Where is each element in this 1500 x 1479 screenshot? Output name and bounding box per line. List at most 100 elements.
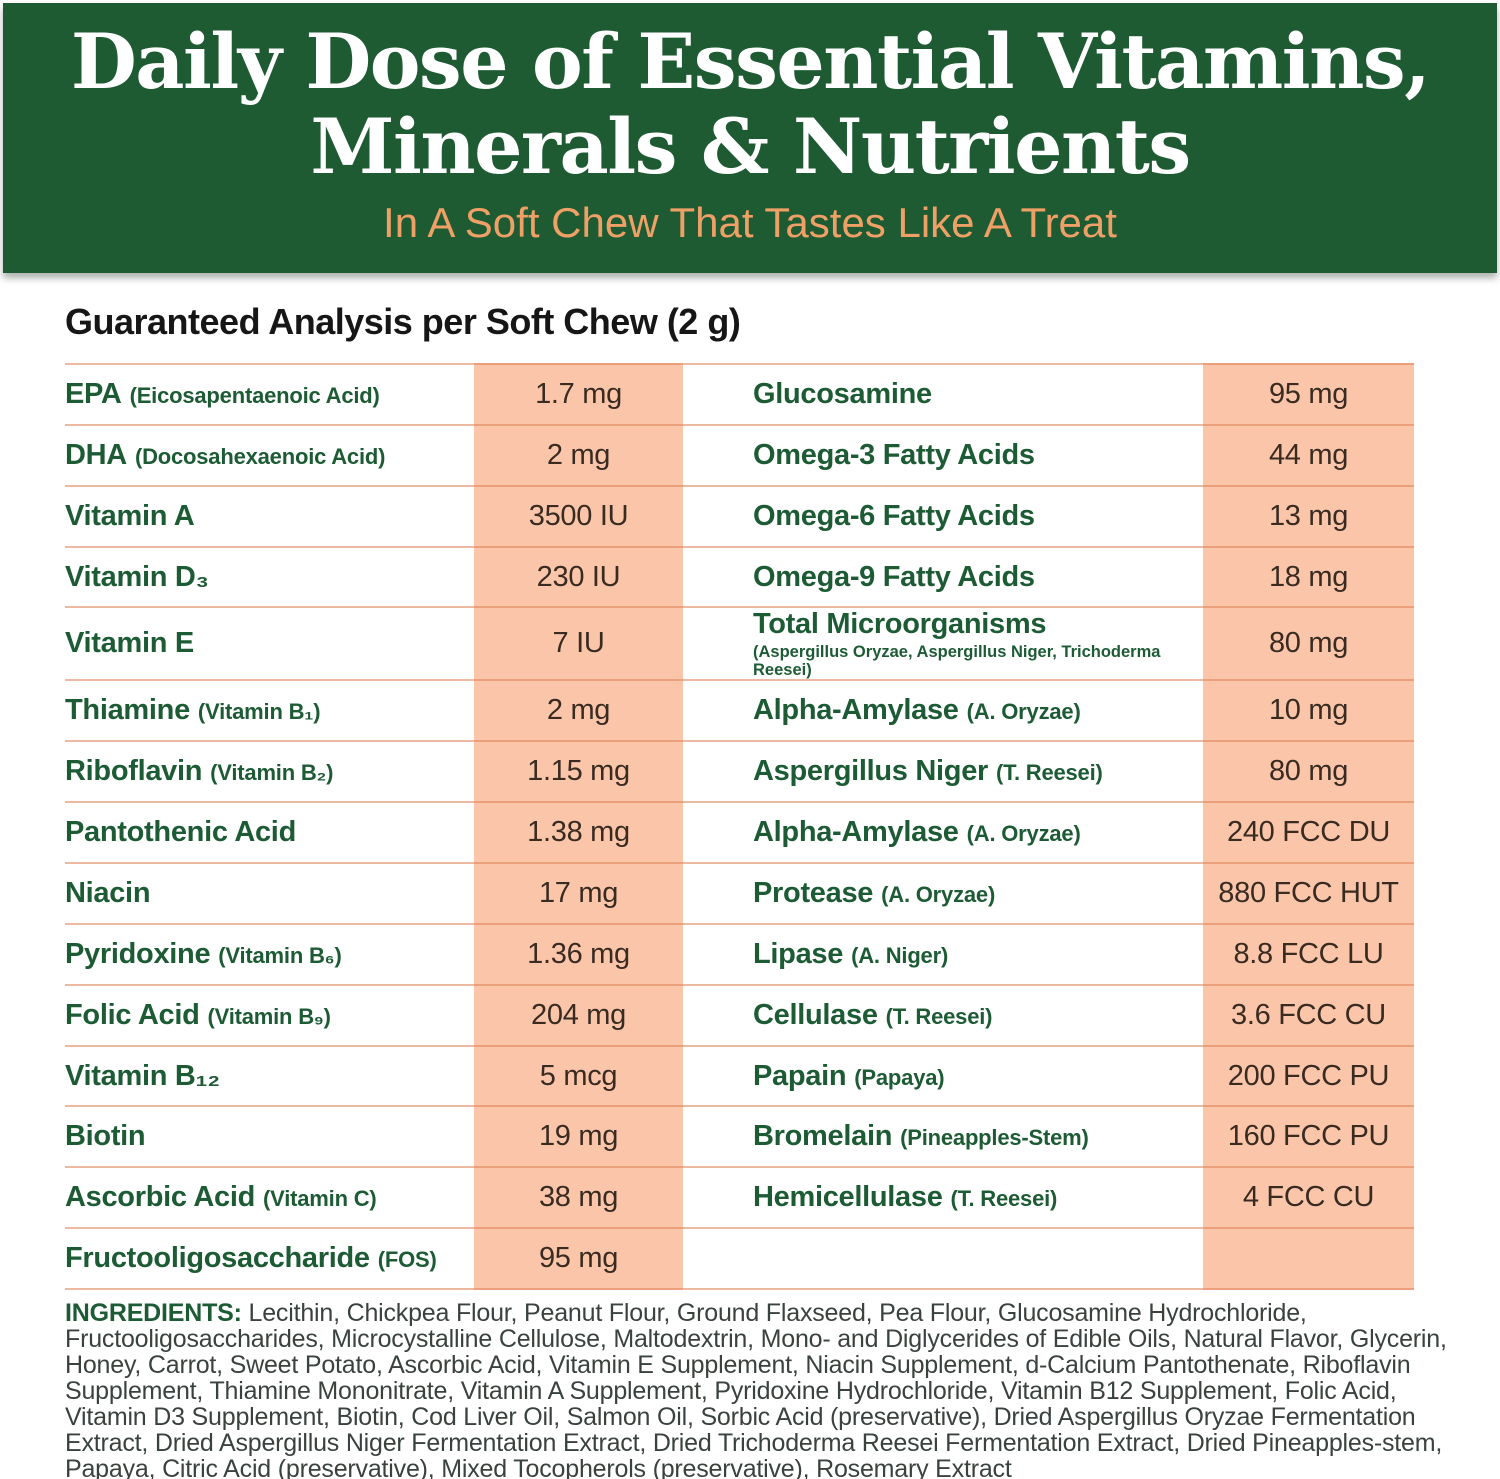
- nutrient-label: Niacin: [65, 877, 474, 910]
- nutrient-value: 44 mg: [1268, 438, 1349, 471]
- nutrient-name: Hemicellulase: [753, 1181, 943, 1214]
- nutrient-name: Papain: [753, 1059, 847, 1092]
- table-row: Vitamin E 7 IU Total Microorganisms (Aspe…: [65, 606, 1414, 679]
- nutrient-label: Vitamin D₃: [65, 561, 474, 594]
- nutrient-name: Pyridoxine: [65, 937, 211, 970]
- nutrient-value: 2 mg: [546, 694, 611, 727]
- nutrient-label: Omega-6 Fatty Acids: [737, 500, 1203, 533]
- nutrient-label: Hemicellulase (T. Reesei): [737, 1181, 1203, 1214]
- nutrient-name: Total Microorganisms: [753, 608, 1047, 641]
- page-subtitle: In A Soft Chew That Tastes Like A Treat: [383, 199, 1117, 246]
- nutrient-name: Glucosamine: [753, 377, 932, 410]
- nutrient-name: Folic Acid: [65, 998, 200, 1031]
- nutrient-note: (Pineapples-Stem): [900, 1125, 1089, 1151]
- nutrient-note: (A. Oryzae): [966, 699, 1081, 725]
- nutrient-label: Folic Acid (Vitamin B₉): [65, 999, 474, 1032]
- nutrient-name: Thiamine: [65, 694, 190, 727]
- column-gap: [683, 925, 737, 984]
- nutrient-label: Alpha-Amylase (A. Oryzae): [737, 816, 1203, 849]
- nutrient-value: 880 FCC HUT: [1218, 876, 1399, 909]
- nutrient-name: Omega-3 Fatty Acids: [753, 438, 1035, 471]
- nutrient-value: 1.36 mg: [527, 937, 630, 970]
- nutrient-name: Bromelain: [753, 1120, 893, 1153]
- nutrient-value: 38 mg: [538, 1181, 619, 1214]
- column-gap: [683, 742, 737, 801]
- nutrient-label: Pyridoxine (Vitamin B₆): [65, 938, 474, 971]
- nutrient-label: Protease (A. Oryzae): [737, 877, 1203, 910]
- column-gap: [683, 1229, 737, 1288]
- nutrient-name: Riboflavin: [65, 755, 203, 788]
- nutrient-value: 1.7 mg: [535, 377, 622, 410]
- ingredients-label: INGREDIENTS:: [65, 1299, 242, 1327]
- nutrient-note: (T. Reesei): [885, 1003, 993, 1029]
- column-gap: [683, 681, 737, 740]
- nutrient-label: Vitamin A: [65, 500, 474, 533]
- nutrient-value: 80 mg: [1268, 627, 1349, 660]
- nutrient-label: Vitamin B₁₂: [65, 1060, 474, 1093]
- nutrient-value: 160 FCC PU: [1227, 1120, 1390, 1153]
- nutrient-label: Bromelain (Pineapples-Stem): [737, 1120, 1203, 1153]
- nutrient-name: Protease: [753, 876, 874, 909]
- column-gap: [683, 487, 737, 546]
- nutrient-name: Lipase: [753, 937, 844, 970]
- table-rows: EPA (Eicosapentaenoic Acid) 1.7 mg Glucos…: [65, 363, 1414, 1290]
- nutrient-value: 5 mcg: [539, 1059, 618, 1092]
- nutrient-name: EPA: [65, 377, 122, 410]
- nutrient-value: 1.15 mg: [527, 755, 630, 788]
- table-row: Vitamin A 3500 IU Omega-6 Fatty Acids 13…: [65, 484, 1414, 546]
- nutrient-name: Niacin: [65, 876, 151, 909]
- nutrient-value: 204 mg: [531, 998, 626, 1031]
- column-gap: [683, 548, 737, 607]
- nutrient-label: Omega-9 Fatty Acids: [737, 561, 1203, 594]
- table-row: Pantothenic Acid 1.38 mg Alpha-Amylase (A…: [65, 801, 1414, 862]
- nutrient-label: Pantothenic Acid: [65, 816, 474, 849]
- nutrient-note: (Aspergillus Oryzae, Aspergillus Niger, …: [753, 643, 1161, 680]
- table-row: Vitamin D₃ 230 IU Omega-9 Fatty Acids 18…: [65, 545, 1414, 607]
- column-gap: [683, 864, 737, 923]
- nutrient-value: 3500 IU: [528, 499, 629, 532]
- nutrient-note: (Vitamin B₁): [197, 699, 321, 725]
- nutrient-note: (T. Reesei): [996, 760, 1103, 786]
- nutrient-note: (A. Niger): [851, 942, 949, 968]
- column-gap: [683, 986, 737, 1045]
- nutrient-label: Lipase (A. Niger): [737, 938, 1203, 971]
- table-row: Fructooligosaccharide (FOS) 95 mg: [65, 1227, 1414, 1288]
- nutrient-value: 8.8 FCC LU: [1233, 937, 1384, 970]
- nutrient-value: 13 mg: [1268, 499, 1349, 532]
- nutrient-name: Omega-6 Fatty Acids: [753, 499, 1035, 532]
- nutrient-note: (A. Oryzae): [966, 821, 1081, 847]
- nutrient-note: (Vitamin B₉): [207, 1003, 331, 1029]
- table-row: Vitamin B₁₂ 5 mcg Papain (Papaya) 200 FCC…: [65, 1044, 1414, 1106]
- table-row: Thiamine (Vitamin B₁) 2 mg Alpha-Amylase (…: [65, 679, 1414, 740]
- table-row: Riboflavin (Vitamin B₂) 1.15 mg Aspergill…: [65, 740, 1414, 801]
- nutrient-name: Alpha-Amylase: [753, 694, 959, 727]
- nutrient-label: Biotin: [65, 1120, 474, 1153]
- nutrient-note: (FOS): [377, 1247, 437, 1273]
- nutrient-name: Omega-9 Fatty Acids: [753, 560, 1035, 593]
- table-row: Niacin 17 mg Protease (A. Oryzae) 880 FCC…: [65, 862, 1414, 923]
- nutrient-note: (Docosahexaenoic Acid): [134, 443, 386, 469]
- nutrient-name: Biotin: [65, 1120, 146, 1153]
- ingredients-paragraph: INGREDIENTS: Lecithin, Chickpea Flour, P…: [65, 1300, 1465, 1479]
- nutrient-value: 1.38 mg: [527, 816, 630, 849]
- nutrient-label: Aspergillus Niger (T. Reesei): [737, 755, 1203, 788]
- nutrient-value: 7 IU: [552, 627, 605, 660]
- column-gap: [683, 1047, 737, 1106]
- nutrient-note: (T. Reesei): [950, 1186, 1058, 1212]
- nutrient-label: Total Microorganisms (Aspergillus Oryzae,…: [737, 608, 1203, 679]
- nutrient-name: Vitamin D₃: [65, 560, 209, 593]
- value-band-left: [474, 363, 683, 1290]
- nutrient-label: Thiamine (Vitamin B₁): [65, 694, 474, 727]
- nutrient-label: DHA (Docosahexaenoic Acid): [65, 439, 474, 472]
- analysis-heading: Guaranteed Analysis per Soft Chew (2 g): [65, 301, 741, 342]
- page-title-line1: Daily Dose of Essential Vitamins,: [70, 17, 1431, 106]
- guaranteed-analysis-table: EPA (Eicosapentaenoic Acid) 1.7 mg Glucos…: [65, 363, 1414, 1290]
- table-row: Pyridoxine (Vitamin B₆) 1.36 mg Lipase (A.…: [65, 922, 1414, 984]
- nutrient-label: Cellulase (T. Reesei): [737, 999, 1203, 1032]
- nutrient-value: 3.6 FCC CU: [1231, 998, 1386, 1031]
- nutrient-label: Papain (Papaya): [737, 1060, 1203, 1093]
- nutrient-label: Glucosamine: [737, 378, 1203, 411]
- nutrient-value: 80 mg: [1268, 755, 1349, 788]
- nutrient-name: Ascorbic Acid: [65, 1181, 256, 1214]
